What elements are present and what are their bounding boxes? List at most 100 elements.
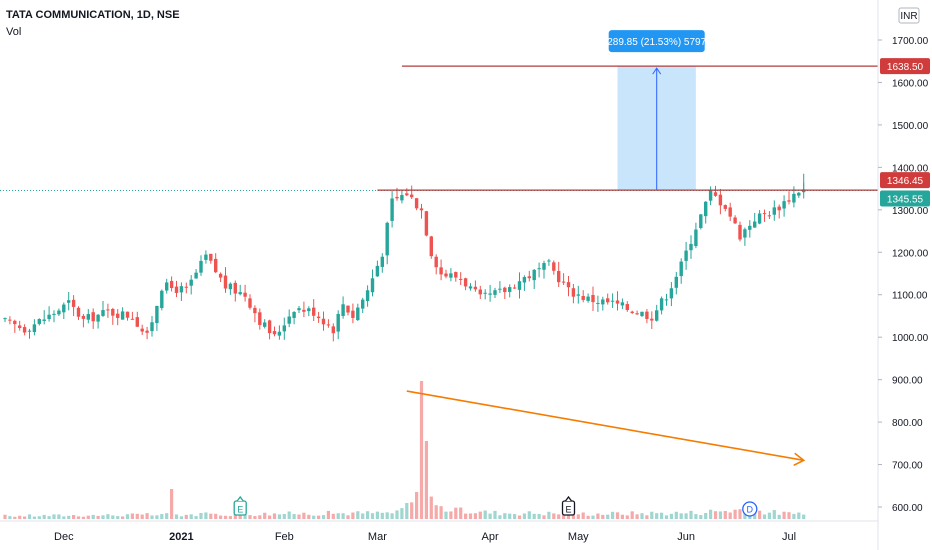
candle-body (248, 298, 252, 308)
volume-bar (640, 513, 644, 519)
volume-bar (625, 515, 629, 519)
candle-body (498, 288, 502, 290)
candle-body (86, 314, 90, 320)
x-tick-label: Apr (482, 531, 499, 543)
candle-body (601, 299, 605, 305)
volume-bar (488, 513, 492, 519)
candle-body (199, 260, 203, 273)
volume-bar (111, 515, 115, 519)
volume-bar (253, 516, 257, 519)
volume-bar (268, 515, 272, 519)
candle-body (615, 300, 620, 304)
volume-bar (336, 513, 340, 519)
candle-body (748, 225, 752, 230)
candle-body (439, 267, 443, 275)
candle-body (503, 287, 507, 293)
y-tick-label: 1500.00 (892, 121, 929, 132)
candle-body (292, 311, 296, 318)
volume-bar (547, 511, 551, 519)
candle-body (204, 254, 208, 260)
volume-bar (454, 507, 458, 519)
volume-bar (170, 489, 174, 519)
candle-body (664, 299, 669, 301)
volume-bar (272, 513, 277, 519)
candle-body (400, 195, 404, 201)
candle-body (316, 316, 321, 319)
symbol-title: TATA COMMUNICATION, 1D, NSE (6, 9, 180, 21)
volume-bar (802, 514, 806, 519)
candle-body (223, 275, 228, 289)
volume-bar (782, 511, 786, 519)
volume-bar (410, 502, 414, 519)
volume-bar (679, 513, 683, 519)
x-tick-label: Dec (54, 531, 74, 543)
volume-bar (478, 511, 482, 519)
y-tick-label: 1300.00 (892, 206, 929, 217)
candle-body (762, 213, 767, 215)
candle-body (321, 318, 326, 325)
volume-bar (483, 510, 487, 519)
candle-body (753, 221, 757, 228)
y-tick-label: 1200.00 (892, 248, 929, 259)
volume-bar (650, 511, 654, 519)
candle-body (777, 206, 781, 211)
volume-bar (67, 515, 71, 519)
candle-body (434, 256, 438, 268)
volume-bar (620, 514, 624, 519)
candle-body (718, 194, 723, 206)
volume-bar (233, 514, 237, 519)
volume-bar (723, 510, 727, 519)
candle-body (341, 304, 345, 316)
candles (3, 173, 806, 342)
volume-bar (772, 510, 776, 519)
candle-body (694, 229, 698, 247)
candle-body (71, 299, 76, 307)
volume-bar (375, 511, 379, 519)
candle-body (468, 286, 473, 289)
y-tick-label: 700.00 (892, 461, 923, 472)
volume-bar (3, 514, 7, 519)
candle-body (405, 193, 409, 196)
candle-body (174, 286, 179, 293)
volume-bar (439, 506, 443, 519)
volume-bar (130, 513, 134, 519)
volume-bar (635, 514, 639, 519)
candle-body (581, 296, 585, 300)
volume-bar (777, 514, 781, 519)
volume-bar (709, 509, 713, 519)
candle-body (253, 307, 257, 314)
candle-body (101, 310, 105, 316)
y-tick-label: 1000.00 (892, 333, 929, 344)
volume-bar (81, 516, 85, 519)
volume-bar (302, 512, 306, 519)
candle-body (116, 313, 120, 318)
candle-body (140, 328, 144, 332)
volume-bar (517, 515, 522, 519)
candle-body (125, 311, 130, 318)
volume-bar (160, 514, 164, 519)
y-tick-label: 1700.00 (892, 36, 929, 47)
candle-body (532, 269, 536, 281)
volume-bar (527, 511, 531, 519)
candle-body (704, 201, 708, 217)
event-marker-label: D (747, 505, 754, 515)
candle-body (130, 318, 135, 320)
volume-bar (615, 512, 620, 519)
volume-bar (317, 515, 321, 519)
candle-body (361, 299, 365, 309)
volume-bar (694, 514, 698, 519)
candle-body (630, 311, 634, 313)
volume-bar (214, 513, 218, 519)
volume-bar (194, 516, 198, 519)
volume-bar (767, 512, 771, 519)
candle-body (312, 307, 316, 316)
volume-bar (116, 516, 120, 519)
volume-bar (753, 511, 757, 519)
volume-bar (179, 516, 183, 519)
candle-body (733, 217, 737, 224)
volume-bar (96, 515, 100, 519)
volume-bar (468, 513, 473, 519)
volume-bar (18, 515, 22, 519)
candle-body (214, 258, 218, 273)
